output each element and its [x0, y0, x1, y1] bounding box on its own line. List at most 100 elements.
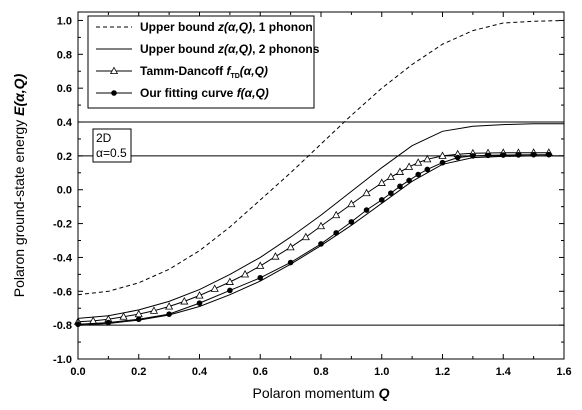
data-point-circle [196, 300, 203, 306]
data-point-circle [530, 151, 537, 158]
y-tick-label: -1.0 [53, 354, 72, 366]
legend-label-3: Tamm-Dancoff fTD(α,Q) [140, 64, 268, 80]
data-point-triangle [256, 261, 265, 269]
legend-marker-circle [111, 90, 117, 96]
legend-label-1: Upper bound z(α,Q), 1 phonon [140, 20, 313, 34]
y-tick-label: -0.6 [53, 286, 72, 298]
y-axis-title-symbol: E(α,Q) [11, 73, 27, 115]
y-tick-label: -0.4 [53, 252, 73, 264]
inset-label-line1: 2D [96, 131, 112, 145]
legend-label-subscript: TD [230, 73, 239, 80]
data-point-triangle [347, 199, 356, 208]
x-tick-label: 0.2 [131, 366, 146, 378]
data-point-triangle [316, 221, 326, 230]
data-point-triangle [395, 167, 405, 175]
data-point-circle [397, 183, 403, 190]
data-point-circle [406, 177, 412, 184]
x-tick-label: 1.2 [435, 366, 450, 378]
y-tick-label: 0.4 [57, 117, 73, 129]
data-point-circle [135, 316, 142, 323]
data-point-triangle [271, 252, 280, 260]
inset-box [92, 128, 132, 163]
legend-label-suffix: , 2 phonons [252, 42, 320, 56]
legend-label-2: Upper bound z(α,Q), 2 phonons [140, 42, 320, 56]
x-tick-label: 1.4 [496, 366, 512, 378]
data-point-triangle [165, 302, 174, 310]
data-point-circle [415, 171, 422, 178]
data-point-triangle [386, 172, 395, 181]
y-tick-label: 0.6 [57, 83, 72, 95]
data-point-triangle [405, 162, 414, 170]
x-tick-label: 0.4 [192, 366, 208, 378]
data-point-circle [454, 154, 461, 161]
y-axis-title: Polaron ground-state energy E(α,Q) [11, 73, 27, 297]
y-tick-label: 0.0 [57, 185, 72, 197]
data-point-triangle [332, 210, 341, 219]
legend-label-symbol: z(α,Q) [217, 42, 252, 56]
data-point-circle [500, 152, 507, 158]
data-point-triangle [438, 151, 447, 159]
legend-label-text: Upper bound [140, 20, 218, 34]
y-tick-label: -0.8 [53, 320, 72, 332]
data-point-circle [287, 259, 294, 266]
legend-label-symbol-2: (α,Q) [240, 64, 268, 78]
data-point-triangle [119, 312, 128, 320]
data-point-triangle [180, 297, 189, 305]
data-point-triangle [225, 277, 234, 285]
y-tick-label: -0.2 [53, 219, 72, 231]
legend-label-text: Our fitting curve [140, 86, 237, 100]
data-point-circle [105, 319, 112, 326]
data-point-triangle [377, 178, 386, 186]
data-point-triangle [414, 158, 423, 166]
x-tick-label: 1.0 [374, 366, 389, 378]
data-point-triangle [301, 232, 310, 241]
legend-label-symbol: f [226, 64, 231, 78]
y-tick-label: 0.8 [57, 49, 72, 61]
series-line-3 [78, 152, 549, 323]
data-point-circle [546, 151, 552, 158]
data-point-triangle [195, 291, 204, 299]
data-point-circle [227, 287, 233, 294]
y-axis-title-text: Polaron ground-state energy [11, 116, 27, 297]
data-point-triangle [362, 188, 371, 197]
x-tick-label: 1.6 [556, 366, 571, 378]
x-tick-label: 0.0 [70, 366, 85, 378]
x-tick-label: 0.6 [253, 366, 268, 378]
legend-label-text: Tamm-Dancoff [140, 64, 226, 78]
series-line-1 [78, 20, 564, 296]
data-point-triangle [149, 306, 159, 314]
data-point-triangle [286, 242, 295, 251]
data-point-circle [424, 166, 431, 173]
series-line-5 [78, 155, 564, 326]
inset-label-box: 2Dα=0.5 [92, 128, 132, 163]
data-point-circle [515, 152, 522, 158]
legend-label-symbol: z(α,Q) [217, 20, 252, 34]
data-point-circle [318, 241, 324, 247]
data-point-circle [378, 197, 385, 203]
data-point-triangle [240, 269, 250, 278]
data-point-circle [333, 230, 339, 236]
data-point-triangle [423, 154, 432, 163]
legend-marker-triangle [109, 66, 119, 74]
data-point-triangle [210, 284, 219, 292]
legend-label-4: Our fitting curve f(α,Q) [140, 86, 269, 100]
series-line-2 [78, 123, 564, 319]
legend-label-text: Upper bound [140, 42, 218, 56]
y-tick-label: 1.0 [57, 15, 72, 27]
data-point-circle [257, 274, 264, 281]
inset-label-line2: α=0.5 [96, 146, 127, 160]
legend-label-suffix: , 1 phonon [252, 20, 313, 34]
data-point-circle [348, 219, 355, 225]
legend-label-symbol: f(α,Q) [237, 86, 269, 100]
x-axis-title-symbol: Q [379, 385, 390, 401]
x-axis-title-text: Polaron momentum [253, 385, 379, 401]
data-point-circle [363, 207, 370, 213]
x-axis-title: Polaron momentum Q [253, 385, 390, 401]
data-point-circle [388, 190, 394, 196]
axes: 0.0 0.2 0.4 0.6 0.8 1.0 1.2 1.4 1.6 -1.0 -0.8 -0.6 -… [11, 11, 572, 401]
series-layer [73, 20, 564, 328]
x-tick-label: 0.8 [313, 366, 328, 378]
y-tick-label: 0.2 [57, 151, 72, 163]
